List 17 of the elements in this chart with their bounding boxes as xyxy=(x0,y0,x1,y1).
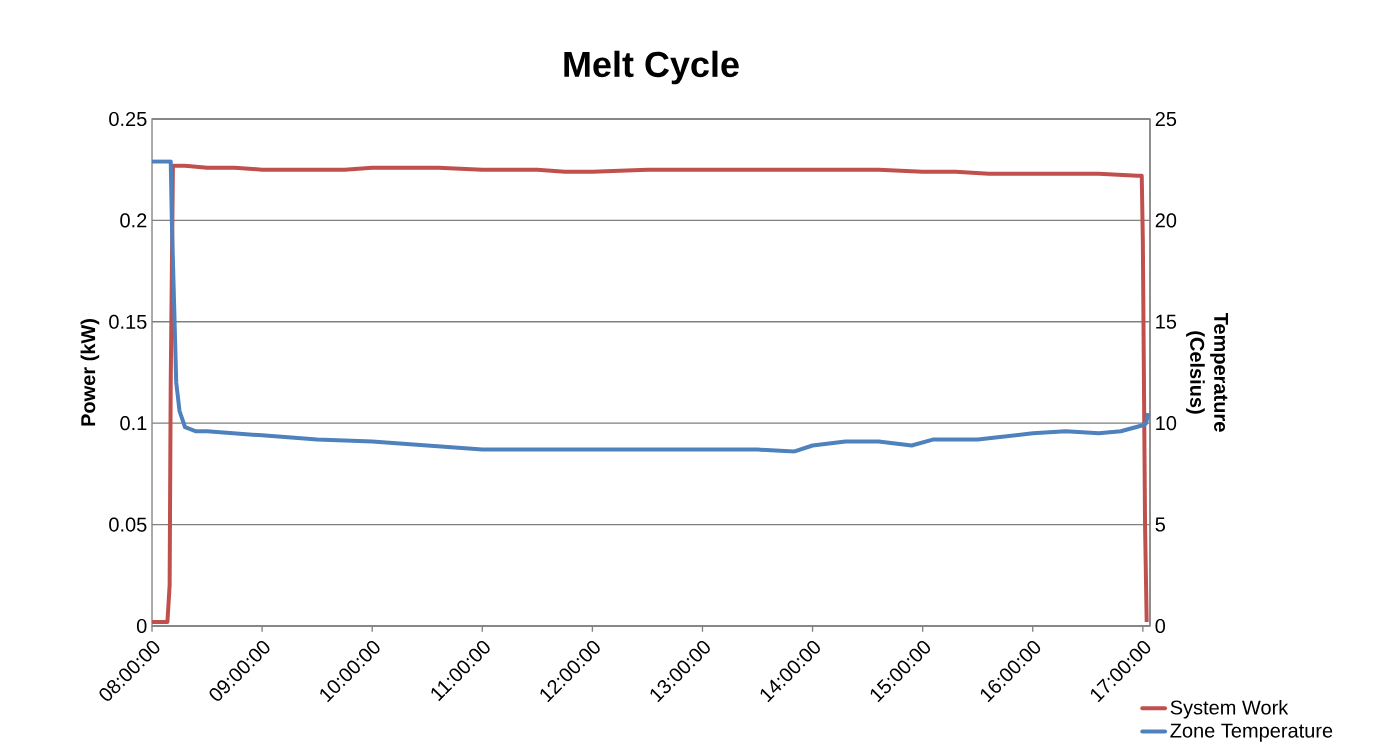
y-tick-label: 0.1 xyxy=(120,416,147,431)
y2-axis-title: Temperature (Celsius) xyxy=(1186,312,1229,432)
y2-tick-label: 20 xyxy=(1155,213,1177,228)
y-tick-label: 0.25 xyxy=(109,111,147,127)
y-tick-label: 0.15 xyxy=(109,314,147,329)
y2-tick-label: 15 xyxy=(1156,314,1177,329)
y-tick-label: 0.05 xyxy=(109,517,147,532)
y2-tick-label: 10 xyxy=(1156,416,1177,431)
y2-tick-label: 0 xyxy=(1155,618,1166,634)
legend-label: Zone Temperature xyxy=(1170,723,1333,742)
y2-tick-label: 5 xyxy=(1155,517,1165,532)
y-tick-label: 0 xyxy=(136,618,147,634)
legend-label: System Work xyxy=(1170,699,1289,719)
y-tick-label: 0.2 xyxy=(120,213,147,228)
chart-title: Melt Cycle xyxy=(564,50,739,85)
y-axis-title: Power (kW) xyxy=(80,319,100,426)
y2-tick-label: 25 xyxy=(1155,111,1177,127)
